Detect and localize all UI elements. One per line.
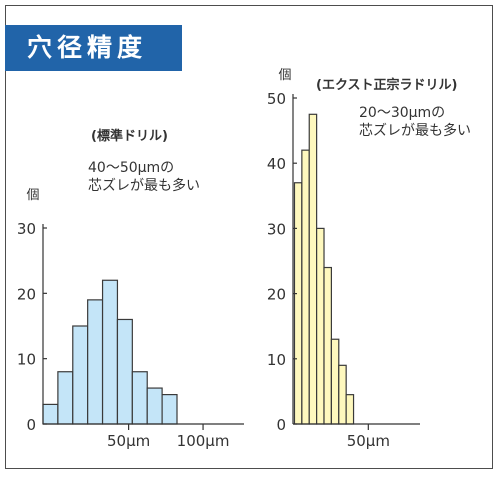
standard-y-axis-label: 個 (26, 188, 39, 203)
extra-y-tick-label: 50 (267, 90, 286, 108)
standard-chart-title: (標準ドリル) (91, 128, 168, 144)
standard-annotation: 40～50μmの (88, 160, 174, 176)
standard-bar (161, 394, 178, 425)
standard-bar (146, 387, 163, 425)
standard-x-tick-label: 50μm (107, 432, 150, 450)
standard-bar (131, 371, 148, 425)
extra-bar (345, 394, 355, 425)
standard-y-tick-label: 10 (17, 351, 36, 369)
extra-annotation: 20～30μmの (359, 105, 445, 121)
extra-bar (308, 113, 318, 425)
extra-y-tick-label: 30 (267, 220, 286, 238)
extra-chart-title: (エクスト正宗ラドリル) (316, 77, 458, 93)
extra-bar (316, 227, 325, 425)
figure-frame (5, 5, 493, 469)
standard-x-tick-label: 100μm (177, 432, 230, 450)
extra-y-tick-label: 40 (267, 155, 286, 173)
extra-bar (293, 182, 303, 425)
standard-bar (42, 403, 59, 425)
extra-annotation: 芯ズレが最も多い (359, 122, 471, 139)
extra-y-tick-label: 10 (267, 351, 286, 369)
extra-bar (323, 266, 332, 425)
standard-annotation: 芯ズレが最も多い (88, 177, 200, 194)
standard-y-tick-label: 30 (17, 220, 36, 238)
extra-bar (338, 364, 347, 425)
standard-y-tick-label: 20 (17, 285, 36, 303)
extra-y-tick-label: 20 (267, 286, 286, 304)
standard-bar (87, 299, 104, 425)
figure-title: 穴径精度 (5, 25, 182, 71)
extra-bar (301, 149, 310, 425)
standard-bar (101, 279, 119, 425)
extra-x-tick-label: 50μm (347, 432, 390, 450)
standard-bar (57, 371, 74, 425)
extra-bar (330, 338, 340, 425)
standard-bar (116, 318, 133, 425)
standard-y-tick-label: 0 (26, 416, 36, 434)
extra-y-tick-label: 0 (276, 416, 286, 434)
extra-y-axis-label: 個 (278, 68, 291, 83)
standard-bar (72, 325, 89, 425)
